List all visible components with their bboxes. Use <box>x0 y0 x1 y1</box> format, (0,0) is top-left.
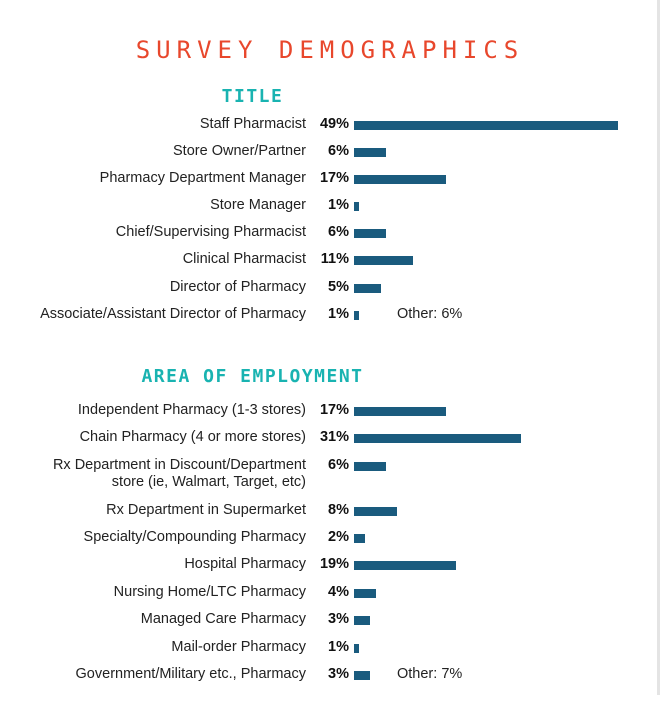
bar-label: Managed Care Pharmacy <box>140 611 306 627</box>
bar-label: Hospital Pharmacy <box>184 556 306 572</box>
bar-value-label: 6% <box>328 457 349 473</box>
bar-value-label: 31% <box>319 429 349 445</box>
bar-value-label: 4% <box>328 584 349 600</box>
bar-value-label: 1% <box>328 639 349 655</box>
bar <box>354 256 413 265</box>
bar-value-label: 49% <box>319 116 349 132</box>
bar <box>354 284 381 293</box>
bar-label: Store Owner/Partner <box>173 143 306 159</box>
bar <box>354 121 618 130</box>
bar-value-label: 19% <box>319 556 349 572</box>
bar-label: Rx Department in Discount/Department stor… <box>53 457 306 491</box>
bar-value-label: 3% <box>328 666 349 682</box>
bar-value-label: 3% <box>328 611 349 627</box>
bar-value-label: 1% <box>328 197 349 213</box>
page-title: SURVEY DEMOGRAPHICS <box>135 36 525 64</box>
bar-label: Chief/Supervising Pharmacist <box>115 224 306 240</box>
bar-label: Pharmacy Department Manager <box>99 170 306 186</box>
bar <box>354 229 386 238</box>
bar-label: Associate/Assistant Director of Pharmacy <box>40 306 306 322</box>
bar <box>354 671 370 680</box>
bar-label: Independent Pharmacy (1-3 stores) <box>77 402 306 418</box>
bar-value-label: 6% <box>328 143 349 159</box>
bar-value-label: 17% <box>319 402 349 418</box>
bar <box>354 561 456 570</box>
bar-label-line: store (ie, Walmart, Target, etc) <box>111 474 306 490</box>
bar <box>354 644 359 653</box>
bar-label: Mail-order Pharmacy <box>171 639 306 655</box>
bar <box>354 434 521 443</box>
bar-label: Nursing Home/LTC Pharmacy <box>113 584 306 600</box>
bar-value-label: 17% <box>319 170 349 186</box>
bar <box>354 202 359 211</box>
bar-label: Staff Pharmacist <box>199 116 306 132</box>
bar <box>354 462 386 471</box>
bar-label: Government/Military etc., Pharmacy <box>75 666 306 682</box>
bar <box>354 311 359 320</box>
bar <box>354 589 376 598</box>
bar-label: Director of Pharmacy <box>169 279 306 295</box>
bar <box>354 507 397 516</box>
bar-value-label: 5% <box>328 279 349 295</box>
title-section-heading: TITLE <box>221 86 284 107</box>
bar-value-label: 2% <box>328 529 349 545</box>
bar-value-label: 8% <box>328 502 349 518</box>
bar-label: Rx Department in Supermarket <box>106 502 306 518</box>
bar-label: Store Manager <box>210 197 306 213</box>
bar-value-label: 1% <box>328 306 349 322</box>
other-note: Other: 6% <box>397 306 463 322</box>
bar <box>354 534 365 543</box>
bar-value-label: 11% <box>320 251 349 267</box>
bar <box>354 175 446 184</box>
bar-label: Clinical Pharmacist <box>182 251 306 267</box>
page-edge-divider <box>657 0 660 695</box>
bar <box>354 148 386 157</box>
bar-value-label: 6% <box>328 224 349 240</box>
bar-label-line: Rx Department in Discount/Department <box>52 457 306 473</box>
bar <box>354 616 370 625</box>
other-note: Other: 7% <box>397 666 463 682</box>
bar-label: Specialty/Compounding Pharmacy <box>83 529 306 545</box>
area-of-employment-heading: AREA OF EMPLOYMENT <box>141 366 364 387</box>
bar-label: Chain Pharmacy (4 or more stores) <box>79 429 306 445</box>
bar <box>354 407 446 416</box>
